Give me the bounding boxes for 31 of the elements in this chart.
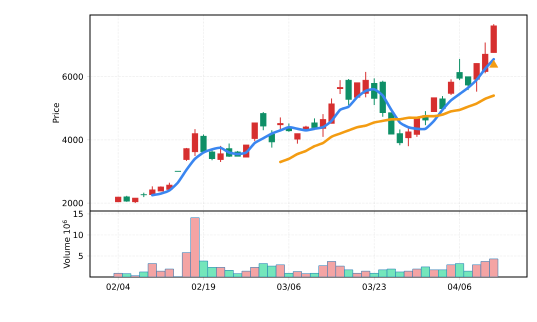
candlestick bbox=[277, 116, 284, 130]
candlestick bbox=[464, 76, 472, 91]
line-series bbox=[279, 94, 496, 164]
x-tick-label: 03/06 bbox=[277, 284, 301, 291]
x-tick-label: 02/04 bbox=[106, 284, 130, 291]
candlestick bbox=[430, 97, 438, 112]
candlestick bbox=[260, 112, 266, 131]
x-tick-label: 03/23 bbox=[362, 284, 386, 291]
candlestick bbox=[192, 128, 198, 156]
y-tick-label: 6000 bbox=[62, 73, 83, 80]
y-axis-title: Volume 10$^{6}$ bbox=[62, 220, 70, 269]
y-tick-label: 2000 bbox=[62, 200, 83, 206]
y-axis-title: Price bbox=[52, 103, 60, 122]
y-tick-label: 10 bbox=[74, 232, 83, 238]
candlestick bbox=[183, 147, 190, 162]
y-tick-label: 15 bbox=[74, 210, 83, 218]
candlestick bbox=[217, 145, 224, 162]
candlestick bbox=[200, 134, 207, 152]
candlestick bbox=[474, 62, 480, 92]
x-tick-label: 04/06 bbox=[448, 284, 472, 291]
candlestick bbox=[456, 58, 463, 81]
candlestick bbox=[405, 128, 412, 147]
candlestick bbox=[336, 80, 344, 95]
x-tick-label: 02/19 bbox=[192, 284, 216, 291]
candlestick bbox=[346, 78, 352, 106]
candlestick bbox=[252, 122, 258, 142]
candlestick bbox=[448, 78, 454, 96]
y-tick-label: 5 bbox=[78, 252, 83, 260]
candlestick bbox=[294, 133, 301, 144]
y-tick-label: 4000 bbox=[62, 136, 83, 144]
candlestick bbox=[396, 128, 403, 146]
